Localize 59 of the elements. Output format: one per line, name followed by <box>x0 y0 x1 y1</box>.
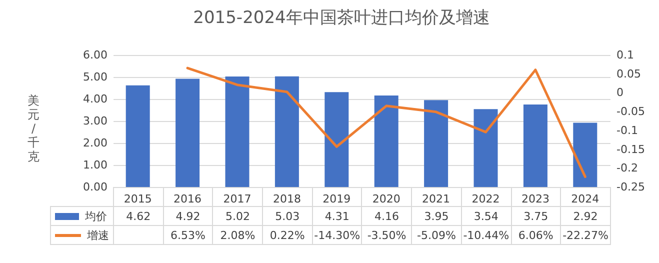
x-tick-label: 2023 <box>521 192 550 206</box>
data-label: -14.30% <box>312 226 362 244</box>
bar <box>424 100 448 187</box>
chart-title: 2015-2024年中国茶叶进口均价及增速 <box>193 8 490 28</box>
bar <box>474 109 498 187</box>
data-label: 2.08% <box>212 226 263 244</box>
data-label: 5.03 <box>262 206 312 226</box>
x-tick-label: 2020 <box>372 192 400 206</box>
bar <box>573 122 598 187</box>
y-tick-label: 6.00 <box>83 48 108 62</box>
x-tick-label: 2015 <box>124 192 152 206</box>
bar <box>176 78 200 187</box>
y-tick-label: 4.00 <box>83 92 108 106</box>
y-tick-label: 0.00 <box>83 180 108 194</box>
bar <box>374 95 398 187</box>
data-label: -10.44% <box>461 226 511 244</box>
bar <box>225 76 250 187</box>
bar <box>523 104 548 187</box>
data-label: 3.54 <box>461 206 511 226</box>
y2-tick-label: 0.1 <box>616 48 634 62</box>
y2-tick-label: -0.05 <box>616 105 645 118</box>
y-tick-label: 3.00 <box>83 114 108 128</box>
data-label: -3.50% <box>362 226 412 244</box>
bar <box>274 76 299 187</box>
bar <box>126 85 150 187</box>
data-label: 3.75 <box>511 206 561 226</box>
y2-tick-label: 0.05 <box>616 67 641 80</box>
data-label: 4.16 <box>362 206 412 226</box>
data-label: -5.09% <box>412 226 462 244</box>
y-tick-label: 5.00 <box>83 70 108 84</box>
y2-tick-label: -0.25 <box>616 180 645 194</box>
y-axis-title: 美元/千克 <box>28 94 40 164</box>
data-label: 0.22% <box>262 226 312 244</box>
legend-label: 均价 <box>50 206 114 226</box>
data-label: 6.06% <box>511 226 561 244</box>
legend-label: 增速 <box>50 226 114 244</box>
data-label: 4.62 <box>114 206 164 226</box>
x-tick-label: 2021 <box>422 192 450 206</box>
x-tick-label: 2016 <box>174 192 202 206</box>
y-tick-label: 1.00 <box>83 158 108 172</box>
data-label: 3.95 <box>412 206 462 226</box>
y2-tick-label: -0.1 <box>616 124 638 137</box>
data-label: 4.31 <box>312 206 362 226</box>
data-label: -22.27% <box>560 226 610 244</box>
bar <box>324 92 349 187</box>
y2-tick-label: -0.2 <box>616 162 638 175</box>
x-tick-label: 2019 <box>322 192 351 206</box>
data-label: 6.53% <box>163 226 213 244</box>
x-tick-label: 2024 <box>571 192 600 206</box>
x-tick-label: 2022 <box>472 192 500 206</box>
data-label: 4.92 <box>163 206 213 226</box>
x-tick-label: 2017 <box>223 192 252 206</box>
data-label: 2.92 <box>560 206 610 226</box>
line-series <box>186 66 586 178</box>
y-tick-label: 2.00 <box>83 136 108 150</box>
x-tick-label: 2018 <box>272 192 301 206</box>
y2-tick-label: 0 <box>616 86 624 100</box>
data-label: 5.02 <box>212 206 263 226</box>
y2-tick-label: -0.15 <box>616 142 645 156</box>
